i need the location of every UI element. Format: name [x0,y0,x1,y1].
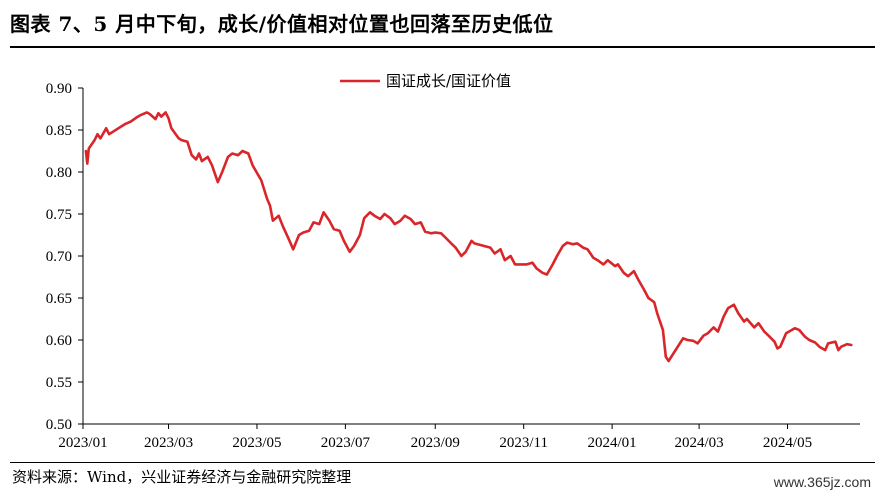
y-tick-label: 0.50 [46,417,72,433]
source-rule [10,462,875,463]
y-tick-label: 0.65 [46,291,72,307]
x-tick-label: 2023/03 [144,435,193,451]
y-tick-label: 0.70 [46,249,72,265]
figure-title: 图表 7、5 月中下旬，成长/价值相对位置也回落至历史低位 [10,12,554,36]
source-note: 资料来源：Wind，兴业证券经济与金融研究院整理 [12,468,352,486]
y-tick-label: 0.90 [46,81,72,97]
x-tick-label: 2023/05 [232,435,281,451]
series-line-0 [84,111,853,363]
x-axis-ticks: 2023/01 2023/03 2023/05 2023/07 2023/09 2023/… [58,424,812,451]
x-tick-label: 2024/01 [588,435,637,451]
y-tick-label: 0.60 [46,333,72,349]
x-tick-label: 2023/01 [58,435,107,451]
y-tick-label: 0.55 [46,375,72,391]
y-tick-label: 0.85 [46,123,72,139]
chart-axes [82,88,860,425]
y-tick-label: 0.75 [46,207,72,223]
y-axis-ticks: 0.90 0.85 0.80 0.75 0.70 0.65 0.60 0.55 0.50 [46,81,83,433]
legend-label: 国证成长/国证价值 [386,72,511,90]
x-tick-label: 2023/07 [321,435,371,451]
y-tick-label: 0.80 [46,165,72,181]
x-tick-label: 2024/03 [675,435,724,451]
x-tick-label: 2023/11 [499,435,548,451]
line-chart: 0.90 0.85 0.80 0.75 0.70 0.65 0.60 0.55 0.50 202… [46,72,860,451]
legend: 国证成长/国证价值 [340,72,511,90]
title-rule [10,46,875,48]
watermark: www.365jz.com [773,474,871,490]
x-tick-label: 2024/05 [763,435,812,451]
series-lines [84,111,853,363]
x-tick-label: 2023/09 [411,435,460,451]
